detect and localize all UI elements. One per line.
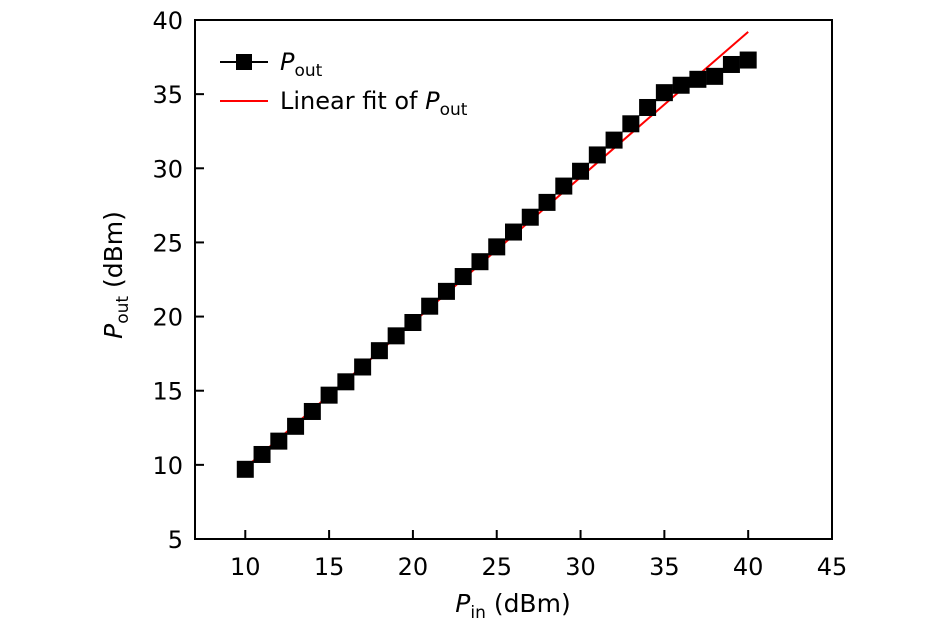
legend: Pout Linear fit of Pout [220, 48, 468, 120]
x-tick-label: 30 [565, 553, 596, 581]
pout-point [572, 162, 590, 180]
legend-fit-label: Linear fit of Pout [280, 87, 468, 120]
pout-point [505, 223, 522, 241]
pout-point [521, 208, 539, 226]
y-axis-label: Pout (dBm) [99, 211, 133, 339]
pout-point [706, 67, 724, 85]
pout-point [622, 115, 640, 133]
pout-point [488, 238, 506, 256]
pout-point [437, 282, 455, 300]
pout-point [454, 268, 472, 286]
plot-area [236, 31, 757, 478]
pout-point [689, 70, 707, 88]
pout-point [354, 358, 372, 376]
x-tick-label: 10 [230, 553, 261, 581]
pout-point [236, 460, 254, 478]
pout-point [287, 417, 305, 435]
legend-pout-marker [236, 54, 252, 70]
y-tick-label: 5 [168, 526, 183, 554]
y-tick-label: 20 [152, 304, 183, 332]
y-tick-label: 10 [152, 452, 183, 480]
pout-point [370, 342, 388, 360]
pout-point [639, 98, 657, 116]
pout-point [303, 402, 321, 420]
pout-point [605, 131, 623, 149]
y-tick-label: 30 [152, 155, 183, 183]
pout-point [387, 327, 405, 345]
x-axis-label: Pin (dBm) [455, 589, 570, 623]
pout-point [253, 445, 271, 463]
y-tick-label: 25 [152, 229, 183, 257]
x-tick-label: 25 [481, 553, 512, 581]
legend-pout-label: Pout [280, 48, 323, 81]
pout-point [739, 51, 757, 69]
y-tick-label: 40 [152, 7, 183, 35]
pout-point [270, 432, 288, 450]
pout-point [421, 297, 439, 315]
pout-point [538, 193, 556, 211]
pout-point [672, 76, 690, 94]
pout-point [404, 314, 422, 332]
plot-frame [194, 19, 833, 540]
axes: 10 15 20 25 30 35 40 45 5 10 15 20 25 30 35 40 [152, 7, 847, 581]
x-tick-label: 15 [314, 553, 345, 581]
pout-point [337, 373, 355, 391]
pout-point [588, 146, 606, 164]
pout-point [320, 386, 338, 404]
x-tick-label: 20 [398, 553, 429, 581]
pout-point [555, 177, 573, 195]
y-tick-label: 15 [152, 378, 183, 406]
pout-point [655, 84, 673, 102]
x-tick-label: 45 [817, 553, 848, 581]
x-tick-label: 35 [649, 553, 680, 581]
y-tick-label: 35 [152, 81, 183, 109]
x-tick-label: 40 [733, 553, 764, 581]
pout-point [722, 55, 740, 73]
pout-point [471, 253, 489, 271]
